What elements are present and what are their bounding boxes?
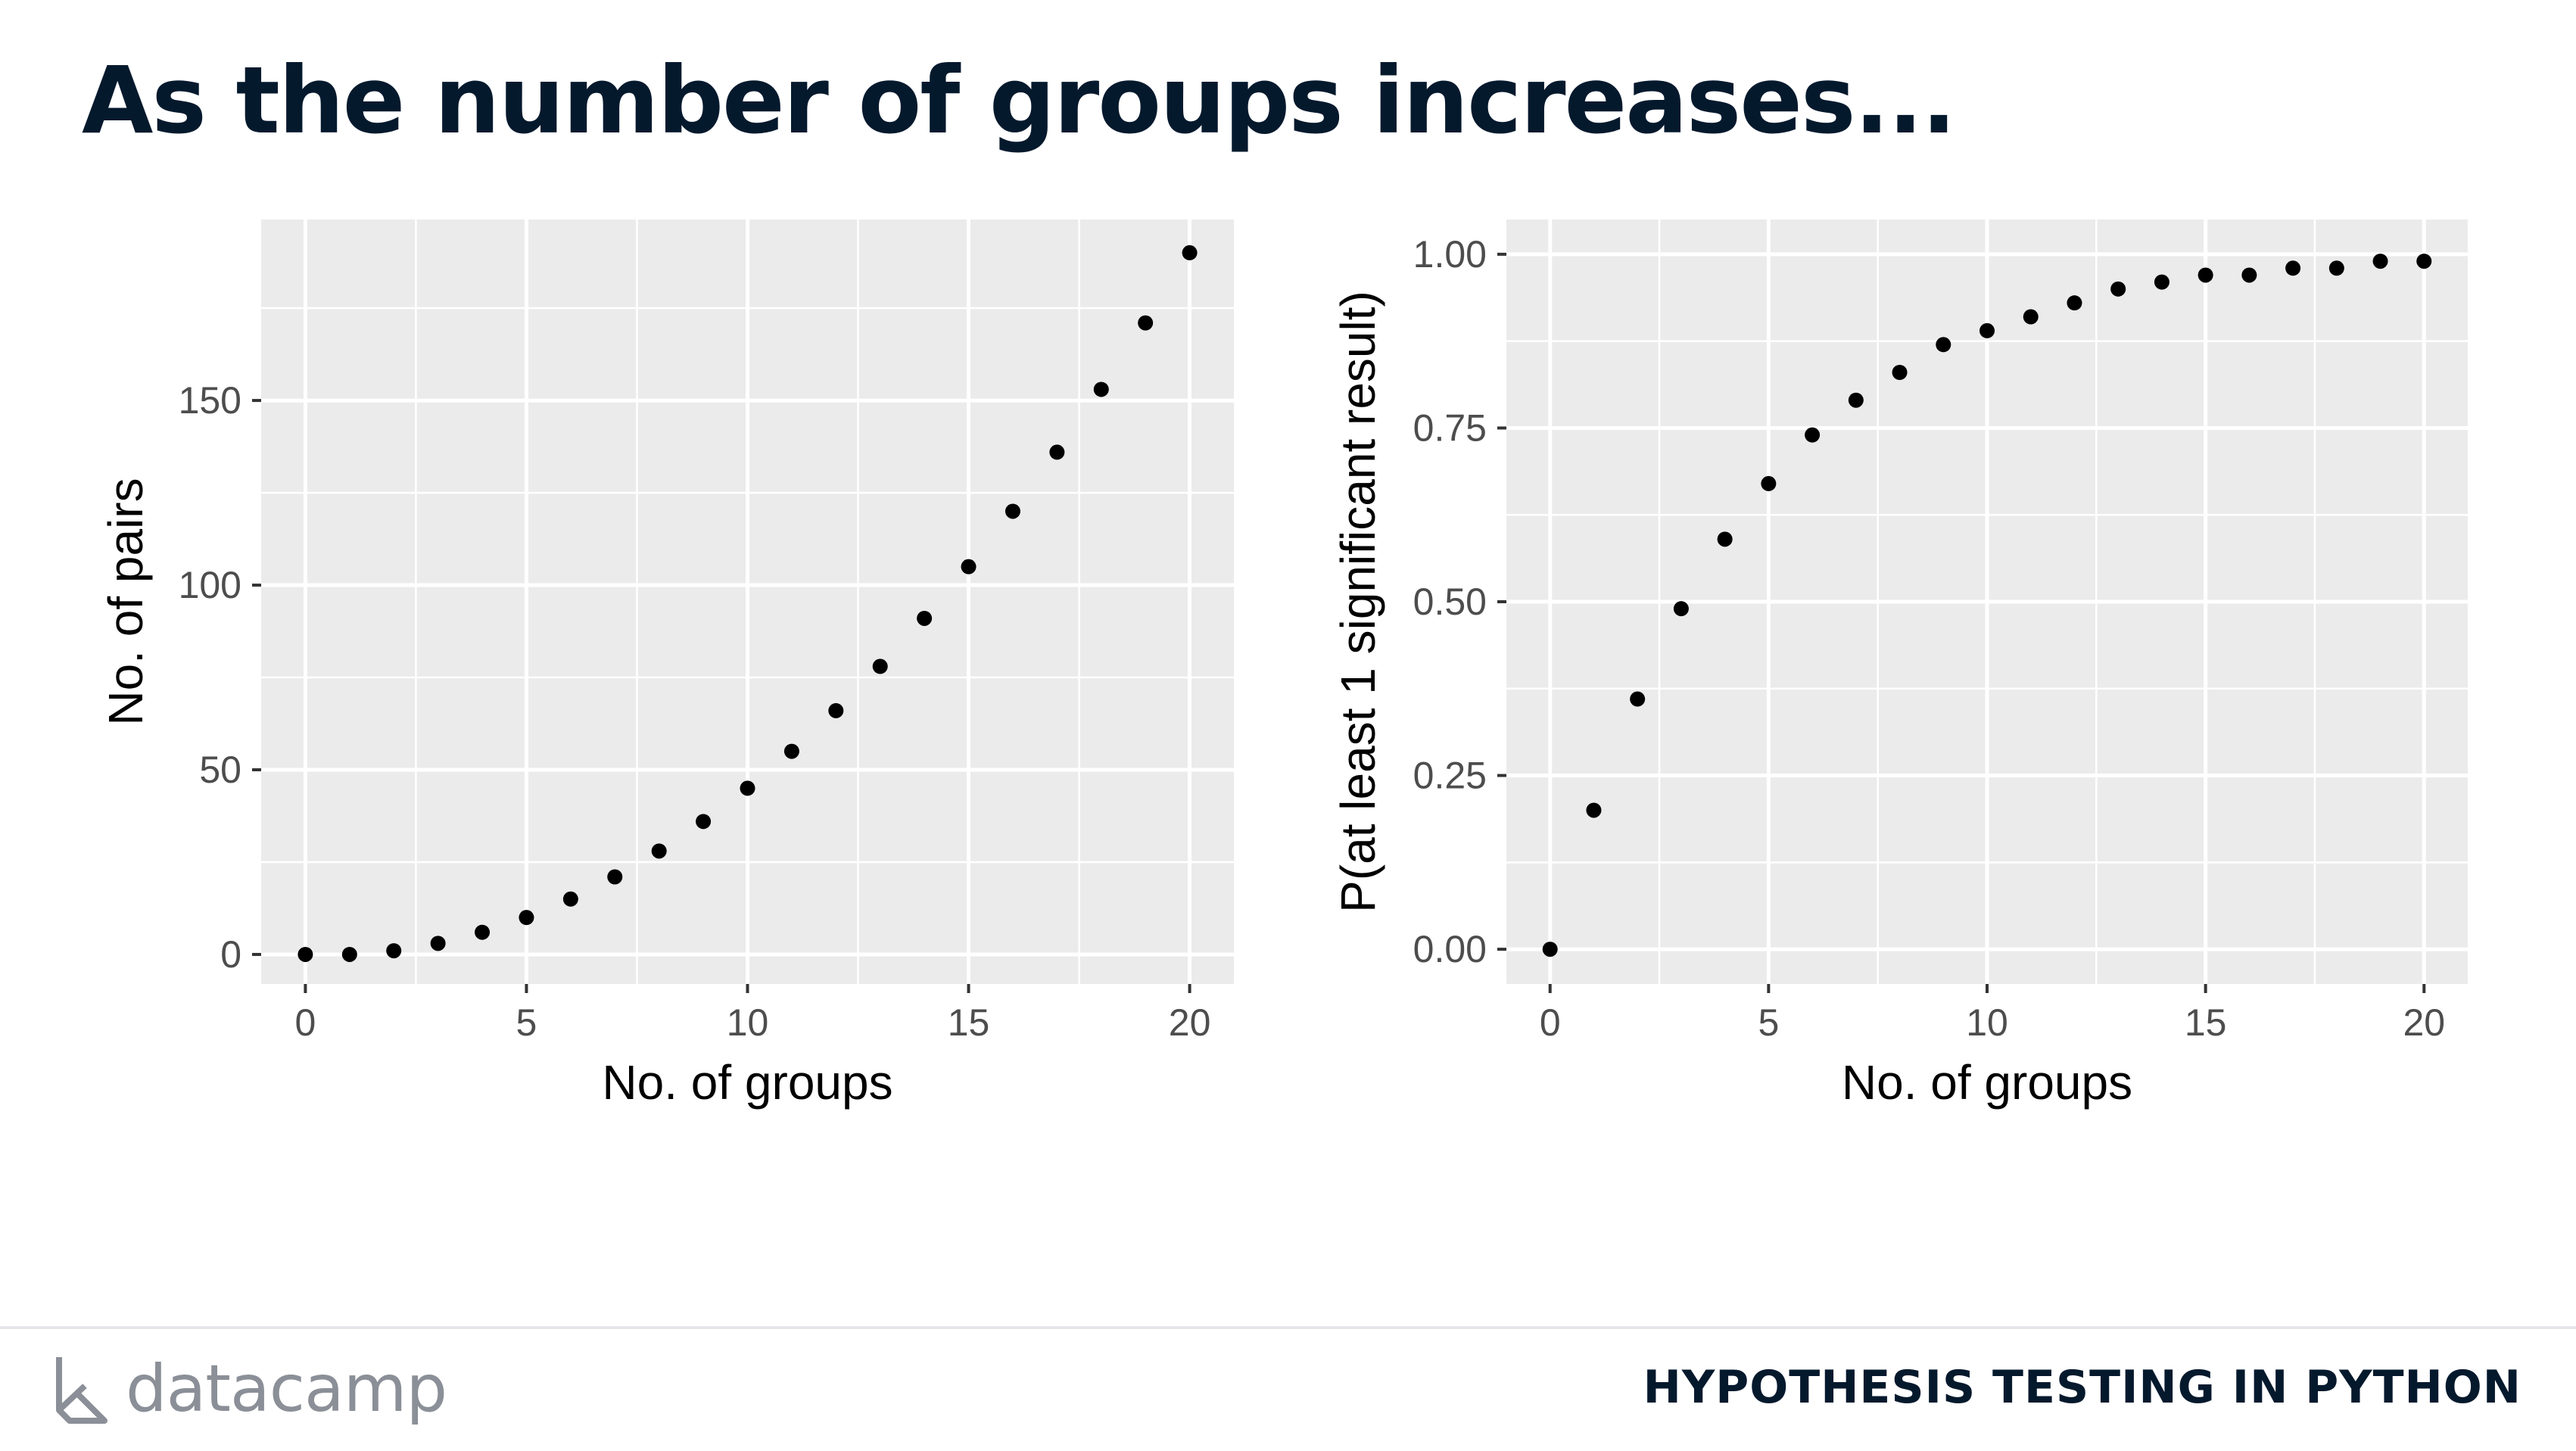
chart-2: 0 5 10 15 20 0.00 0.25 0.50 0.75 1.00 No. of group… (1331, 220, 2468, 1110)
data-point (1542, 942, 1558, 957)
data-point (1980, 322, 1995, 338)
data-point (1182, 244, 1198, 260)
x-tick-label: 0 (295, 1001, 316, 1044)
y-tick-label: 0 (220, 933, 241, 976)
footer-divider (0, 1326, 2576, 1329)
data-point (607, 869, 623, 885)
data-point (828, 702, 844, 718)
data-point (297, 946, 313, 962)
data-point (783, 743, 799, 759)
data-point (519, 910, 534, 926)
y-tick-label: 0.00 (1413, 928, 1487, 970)
data-point (430, 936, 446, 951)
data-point (2372, 254, 2388, 269)
data-point (1630, 691, 1646, 707)
data-point (1848, 392, 1864, 408)
x-tick-label: 15 (2185, 1001, 2227, 1044)
y-tick-label: 0.75 (1413, 406, 1487, 449)
data-point (1761, 475, 1777, 491)
y-tick-label: 1.00 (1413, 233, 1487, 276)
data-point (1005, 503, 1020, 519)
data-point (961, 559, 977, 574)
y-tick-label: 0.50 (1413, 581, 1487, 623)
x-tick-label: 10 (727, 1001, 769, 1044)
data-point (1717, 531, 1733, 547)
x-axis-title: No. of groups (602, 1055, 892, 1110)
data-point (1586, 802, 1602, 818)
data-point (1805, 427, 1821, 443)
data-point (475, 924, 491, 940)
x-tick-label: 15 (948, 1001, 990, 1044)
data-point (386, 943, 402, 959)
x-tick-label: 0 (1540, 1001, 1561, 1044)
y-axis-title: P(at least 1 significant result) (1331, 291, 1385, 913)
slide-title: As the number of groups increases... (82, 47, 1957, 154)
x-tick-label: 20 (1169, 1001, 1211, 1044)
data-point (1892, 365, 1908, 380)
data-point (917, 610, 933, 626)
data-point (740, 780, 755, 796)
data-point (2198, 267, 2213, 283)
x-axis-title: No. of groups (1842, 1055, 2132, 1110)
data-point (2241, 267, 2257, 283)
datacamp-logo: datacamp (51, 1347, 447, 1431)
y-axis-title: No. of pairs (98, 478, 153, 725)
datacamp-wordmark: datacamp (126, 1351, 447, 1427)
data-point (2154, 274, 2170, 290)
data-point (1673, 601, 1689, 617)
course-title: HYPOTHESIS TESTING IN PYTHON (1643, 1361, 2521, 1414)
data-point (1936, 337, 1951, 353)
data-point (2023, 309, 2039, 325)
data-point (341, 946, 357, 962)
data-point (1093, 381, 1109, 397)
data-point (562, 891, 578, 907)
data-point (2328, 260, 2344, 276)
data-point (1138, 315, 1154, 331)
datacamp-logo-icon (56, 1357, 107, 1424)
y-tick-label: 100 (179, 564, 241, 606)
y-tick-label: 0.25 (1413, 755, 1487, 797)
data-point (2067, 295, 2082, 311)
y-tick-label: 50 (199, 749, 241, 791)
x-tick-label: 20 (2403, 1001, 2445, 1044)
y-tick-label: 150 (179, 379, 241, 422)
data-point (872, 659, 888, 674)
data-point (1049, 444, 1065, 460)
chart-1: 0 5 10 15 20 0 50 100 150 No. of groups No. of pai… (98, 220, 1234, 1110)
data-point (696, 814, 712, 830)
x-tick-label: 5 (1758, 1001, 1779, 1044)
data-point (2416, 254, 2432, 269)
x-tick-label: 10 (1966, 1001, 2008, 1044)
data-point (651, 843, 667, 859)
data-point (2285, 260, 2301, 276)
data-point (2110, 281, 2126, 297)
x-tick-label: 5 (516, 1001, 537, 1044)
